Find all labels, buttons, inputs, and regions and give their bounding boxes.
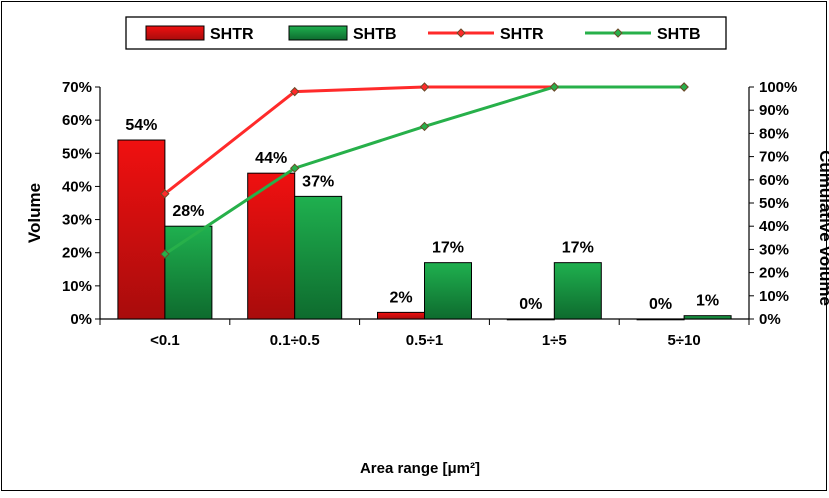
bar-data-label: 44% <box>255 150 287 167</box>
x-tick-label: 0.1÷0.5 <box>270 332 320 349</box>
bar-data-label: 28% <box>172 203 204 220</box>
bar-shtb <box>553 262 602 320</box>
left-tick-label: 30% <box>62 212 92 229</box>
x-tick-label: <0.1 <box>150 332 180 349</box>
left-tick-label: 10% <box>62 278 92 295</box>
bar-data-label: 0% <box>519 296 542 313</box>
legend-swatch <box>288 25 348 41</box>
right-tick-label: 70% <box>759 149 789 166</box>
line-point-shtb <box>160 249 170 259</box>
line-point-shtb <box>419 121 430 132</box>
legend-label: SHTR <box>210 26 254 43</box>
bar-shtr <box>117 139 166 320</box>
bar-data-label: 0% <box>649 296 672 313</box>
bar-shtr <box>247 172 296 320</box>
x-tick-label: 1÷5 <box>542 332 567 349</box>
left-tick-label: 70% <box>62 79 92 96</box>
left-tick-label: 50% <box>62 145 92 162</box>
legend-swatch <box>145 25 205 41</box>
legend-label: SHTB <box>657 26 701 43</box>
right-tick-label: 40% <box>759 218 789 235</box>
right-tick-label: 0% <box>759 311 781 328</box>
line-point-shtr <box>160 189 170 199</box>
legend-label: SHTR <box>500 26 544 43</box>
bar-shtb <box>164 225 213 320</box>
left-tick-label: 20% <box>62 245 92 262</box>
bar-data-label: 54% <box>125 117 157 134</box>
bar-shtb <box>683 315 732 320</box>
x-axis-title: Area range [μm²] <box>360 460 480 477</box>
bar-data-label: 37% <box>302 173 334 190</box>
legend-marker <box>613 28 623 38</box>
line-point-shtr <box>419 82 430 92</box>
bar-shtb <box>294 195 343 320</box>
bar-data-label: 17% <box>432 240 464 257</box>
bar-data-label: 17% <box>562 240 594 257</box>
legend-label: SHTB <box>353 26 397 43</box>
right-tick-label: 100% <box>759 79 797 96</box>
left-tick-label: 60% <box>62 112 92 129</box>
right-tick-label: 20% <box>759 265 789 282</box>
x-tick-label: 5÷10 <box>667 332 700 349</box>
right-tick-label: 50% <box>759 195 789 212</box>
bar-shtb <box>424 262 472 320</box>
line-point-shtb <box>679 82 689 92</box>
y-axis-title: Volume <box>25 183 44 243</box>
left-tick-label: 0% <box>70 311 92 328</box>
bar-data-label: 1% <box>696 293 719 310</box>
line-point-shtb <box>289 163 300 173</box>
line-point-shtb <box>549 82 560 92</box>
right-tick-label: 30% <box>759 241 789 258</box>
bar-data-label: 2% <box>389 289 412 306</box>
right-tick-label: 90% <box>759 102 789 119</box>
x-tick-label: 0.5÷1 <box>406 332 443 349</box>
y-axis-title-right: Cumulative volume <box>816 150 829 306</box>
line-point-shtr <box>289 86 300 97</box>
right-tick-label: 80% <box>759 125 789 142</box>
right-tick-label: 60% <box>759 172 789 189</box>
left-tick-label: 40% <box>62 178 92 195</box>
right-tick-label: 10% <box>759 288 789 305</box>
legend-marker <box>456 28 466 38</box>
